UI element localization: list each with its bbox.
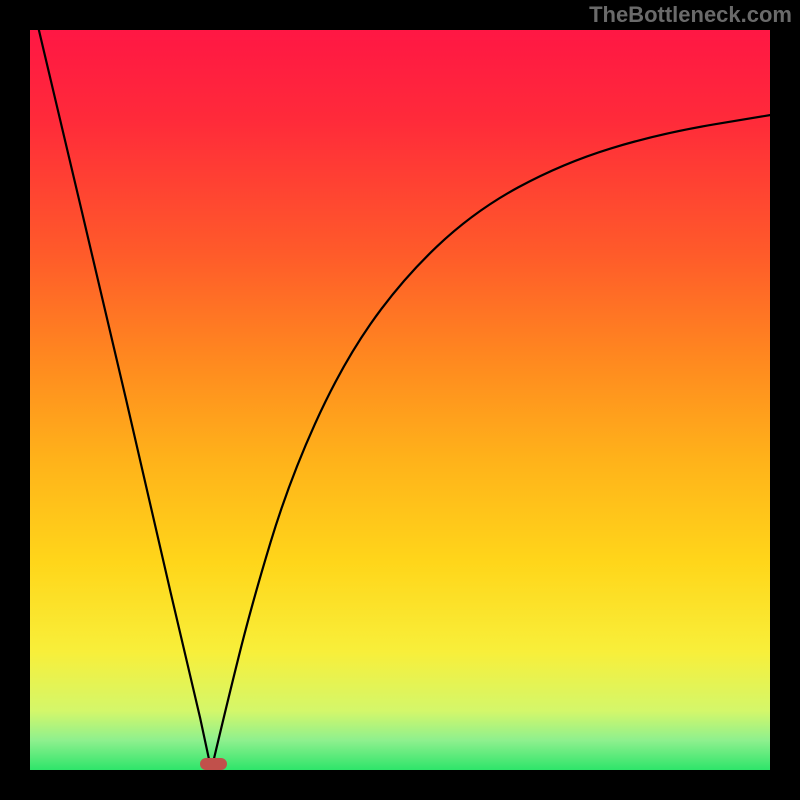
curve-path (39, 30, 770, 770)
bottleneck-curve (30, 30, 770, 770)
figure-root: TheBottleneck.com (0, 0, 800, 800)
optimum-marker (200, 758, 227, 770)
plot-area (30, 30, 770, 770)
watermark-text: TheBottleneck.com (589, 2, 792, 28)
